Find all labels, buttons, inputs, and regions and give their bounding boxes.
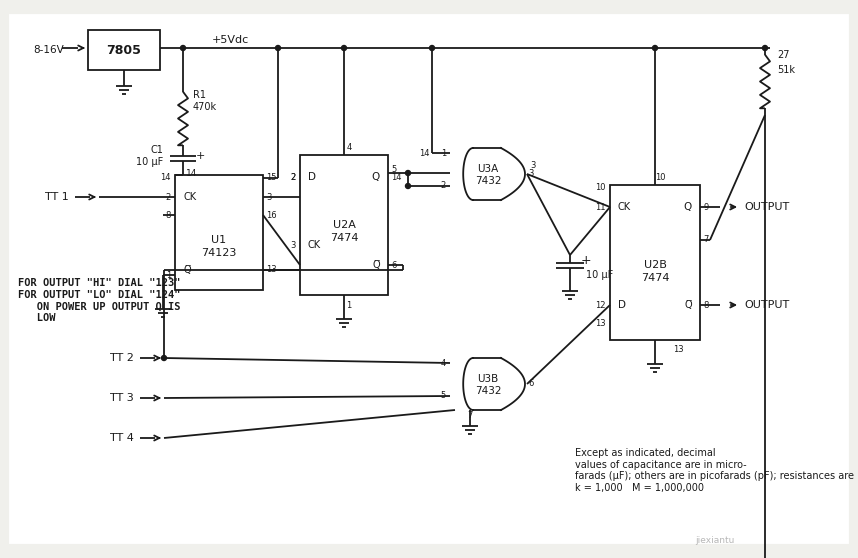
Text: 14: 14 <box>420 148 430 157</box>
Text: 10 μF: 10 μF <box>136 157 163 167</box>
Text: 15: 15 <box>266 174 276 182</box>
Text: 16: 16 <box>266 210 276 219</box>
Text: R1: R1 <box>193 90 206 100</box>
Circle shape <box>161 355 166 360</box>
Text: 8: 8 <box>703 301 709 310</box>
Text: 5: 5 <box>441 392 446 401</box>
Text: Q̅: Q̅ <box>183 265 190 275</box>
Text: CK: CK <box>183 192 196 202</box>
Text: +5Vdc: +5Vdc <box>211 35 249 45</box>
Text: U2A: U2A <box>333 220 355 230</box>
Text: 7805: 7805 <box>106 44 142 56</box>
Text: 1: 1 <box>166 271 171 280</box>
Text: 7432: 7432 <box>474 386 501 396</box>
Text: +: + <box>196 151 205 161</box>
Circle shape <box>275 46 281 51</box>
Text: 10: 10 <box>595 184 606 193</box>
Text: 14: 14 <box>160 174 171 182</box>
Text: 470k: 470k <box>193 102 217 112</box>
Bar <box>610 185 700 340</box>
Text: 8-16V: 8-16V <box>33 45 63 55</box>
Text: 11: 11 <box>595 203 606 211</box>
Text: 1: 1 <box>347 301 352 310</box>
Text: 2: 2 <box>291 172 296 181</box>
Text: 4: 4 <box>441 358 446 368</box>
Text: C1: C1 <box>150 145 163 155</box>
Text: 2: 2 <box>441 181 446 190</box>
Text: TT 2: TT 2 <box>110 353 134 363</box>
Text: 13: 13 <box>266 266 276 275</box>
Text: 4: 4 <box>347 143 352 152</box>
Text: TT 3: TT 3 <box>110 393 134 403</box>
Circle shape <box>763 46 768 51</box>
Text: Q: Q <box>684 202 692 212</box>
Text: 14: 14 <box>391 172 402 181</box>
Text: 74123: 74123 <box>202 248 237 258</box>
Circle shape <box>180 46 185 51</box>
Text: U1: U1 <box>211 235 227 245</box>
Text: 51k: 51k <box>777 65 795 75</box>
Text: D: D <box>308 172 316 182</box>
Text: 6: 6 <box>391 261 396 270</box>
Circle shape <box>430 46 434 51</box>
Text: TT 4: TT 4 <box>110 433 134 443</box>
Text: jiexiantu: jiexiantu <box>695 536 734 545</box>
Text: 27: 27 <box>777 50 789 60</box>
Text: OUTPUT: OUTPUT <box>744 300 789 310</box>
Text: U2B: U2B <box>644 260 667 270</box>
Text: 14: 14 <box>186 170 197 179</box>
Text: CK: CK <box>618 202 631 212</box>
Text: Q: Q <box>372 172 380 182</box>
Text: Q̅: Q̅ <box>685 300 692 310</box>
Text: TT 1: TT 1 <box>45 192 69 202</box>
Text: U3B: U3B <box>477 374 498 384</box>
Text: 7474: 7474 <box>329 233 359 243</box>
Text: Q̅: Q̅ <box>372 260 380 270</box>
Circle shape <box>652 46 657 51</box>
Text: 7474: 7474 <box>641 273 669 283</box>
Text: 13: 13 <box>673 345 684 354</box>
Text: 6: 6 <box>528 379 534 388</box>
Text: +: + <box>581 254 591 267</box>
Text: 10 μF: 10 μF <box>586 270 613 280</box>
Text: CK: CK <box>308 240 321 250</box>
Circle shape <box>341 46 347 51</box>
Text: 3: 3 <box>530 161 535 171</box>
Bar <box>88 30 160 70</box>
Text: 2: 2 <box>291 172 296 181</box>
Text: 7: 7 <box>703 235 709 244</box>
Text: 10: 10 <box>655 174 665 182</box>
Text: 13: 13 <box>595 319 606 328</box>
Text: OUTPUT: OUTPUT <box>744 202 789 212</box>
Text: 3: 3 <box>528 170 534 179</box>
Text: Except as indicated, decimal
values of capacitance are in micro-
farads (μF); ot: Except as indicated, decimal values of c… <box>575 448 858 493</box>
Text: 7432: 7432 <box>474 176 501 186</box>
Text: 12: 12 <box>595 301 606 310</box>
Text: D: D <box>618 300 626 310</box>
Bar <box>175 175 263 290</box>
Circle shape <box>406 184 410 189</box>
Text: 8: 8 <box>166 210 171 219</box>
Text: 3: 3 <box>266 193 271 201</box>
Text: 7: 7 <box>468 411 473 420</box>
Text: 1: 1 <box>441 148 446 157</box>
Bar <box>300 155 388 295</box>
Text: 5: 5 <box>391 165 396 174</box>
Text: U3A: U3A <box>477 164 498 174</box>
Text: 9: 9 <box>703 203 708 211</box>
Text: FOR OUTPUT "HI" DIAL "123"
FOR OUTPUT "LO" DIAL "124"
   ON POWER UP OUTPUT Q IS: FOR OUTPUT "HI" DIAL "123" FOR OUTPUT "L… <box>18 278 180 323</box>
Text: 3: 3 <box>291 240 296 249</box>
Circle shape <box>406 171 410 176</box>
Text: 2: 2 <box>166 193 171 201</box>
